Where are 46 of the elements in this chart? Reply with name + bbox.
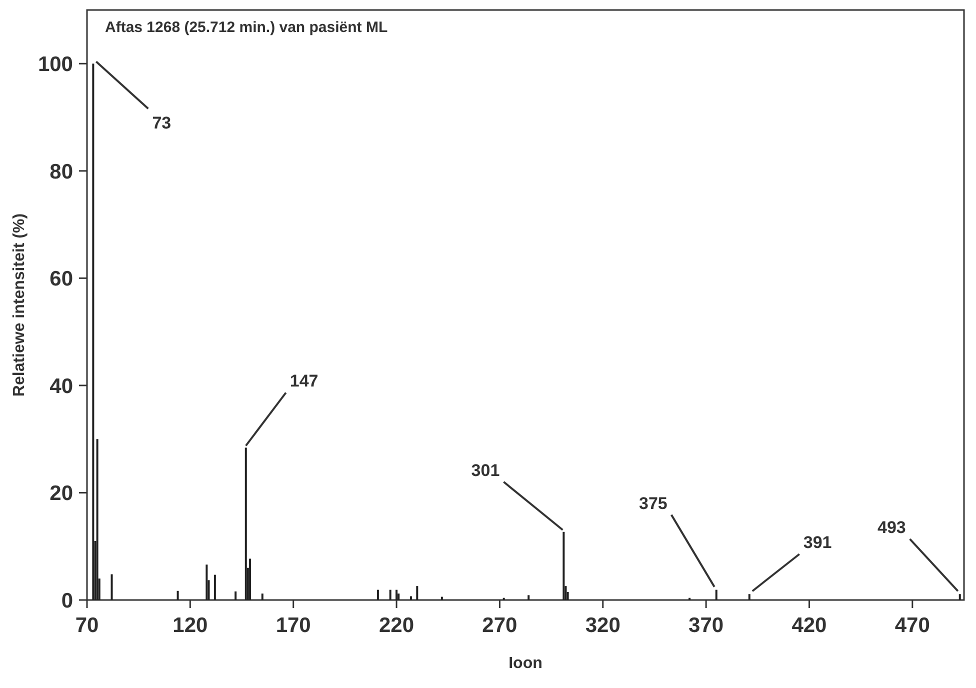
- y-tick-label: 80: [50, 160, 73, 184]
- bar: [244, 448, 247, 600]
- y-tick-label: 20: [50, 482, 73, 506]
- bar: [376, 590, 379, 600]
- annotation: 493: [878, 518, 906, 538]
- y-tick-label: 60: [50, 268, 73, 291]
- bar: [528, 595, 530, 600]
- bar: [958, 594, 961, 600]
- annotation: 391: [803, 533, 832, 552]
- bar: [96, 439, 98, 600]
- y-tick-label: 0: [61, 589, 73, 612]
- bar: [261, 594, 264, 600]
- bar: [410, 596, 412, 600]
- bar: [389, 590, 392, 600]
- bar: [715, 590, 718, 600]
- y-tick-label: 100: [38, 52, 73, 76]
- annotation: 375: [639, 494, 668, 513]
- bar: [416, 586, 418, 600]
- bar: [440, 596, 443, 600]
- x-tick-label: 120: [172, 614, 208, 637]
- y-tick-label: 40: [50, 374, 73, 398]
- bar: [176, 590, 179, 600]
- bar: [396, 590, 398, 600]
- bar: [234, 591, 237, 600]
- bar: [92, 64, 94, 600]
- y-axis-title: Relatiewe intensiteit (%): [11, 213, 28, 397]
- bar: [214, 574, 216, 600]
- x-tick-label: 170: [276, 614, 311, 637]
- x-tick-label: 370: [688, 614, 724, 637]
- x-tick-label: 320: [585, 614, 620, 637]
- bar: [748, 594, 750, 600]
- x-tick-label: 70: [75, 614, 99, 637]
- x-tick-label: 270: [482, 614, 518, 637]
- x-axis-title: Ioon: [508, 655, 542, 672]
- annotation: 73: [152, 114, 172, 133]
- x-tick-label: 470: [894, 614, 930, 637]
- annotation: 301: [471, 460, 500, 480]
- bar: [110, 574, 113, 600]
- x-tick-label: 220: [379, 614, 414, 637]
- annotation: 147: [290, 372, 318, 391]
- bar: [249, 558, 252, 600]
- bar: [562, 532, 565, 600]
- text: Aftas 1268 (25.712 min.) van pasiënt ML: [105, 19, 388, 36]
- bar: [206, 564, 208, 600]
- bar: [398, 594, 400, 600]
- x-tick-label: 420: [792, 614, 827, 637]
